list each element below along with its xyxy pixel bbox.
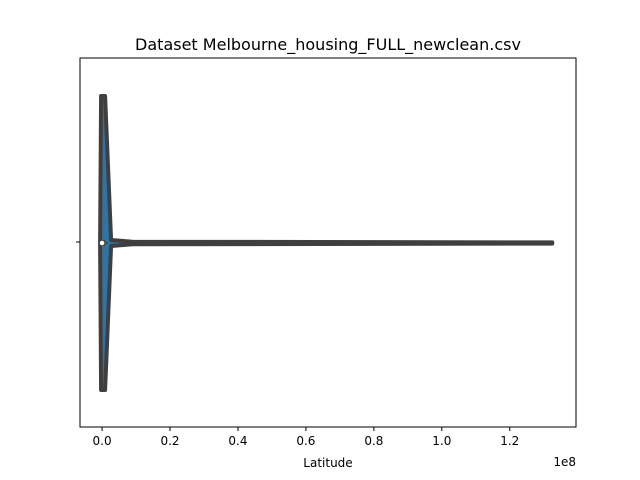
x-axis-label: Latitude [303,456,352,470]
x-tick-label: 1.0 [432,434,451,448]
x-tick-label: 0.4 [228,434,247,448]
violin-body [98,94,555,392]
median-marker [99,240,105,246]
x-axis-ticks: 0.0 0.2 0.4 0.6 0.8 1.0 1.2 [93,427,519,448]
x-tick-label: 0.0 [93,434,112,448]
x-tick-label: 0.2 [160,434,179,448]
x-tick-label: 0.6 [296,434,315,448]
chart-title: Dataset Melbourne_housing_FULL_newclean.… [135,35,521,55]
x-tick-label: 1.2 [500,434,519,448]
x-tick-label: 0.8 [364,434,383,448]
x-axis-offset-text: 1e8 [553,455,576,469]
plot-area [98,94,555,392]
